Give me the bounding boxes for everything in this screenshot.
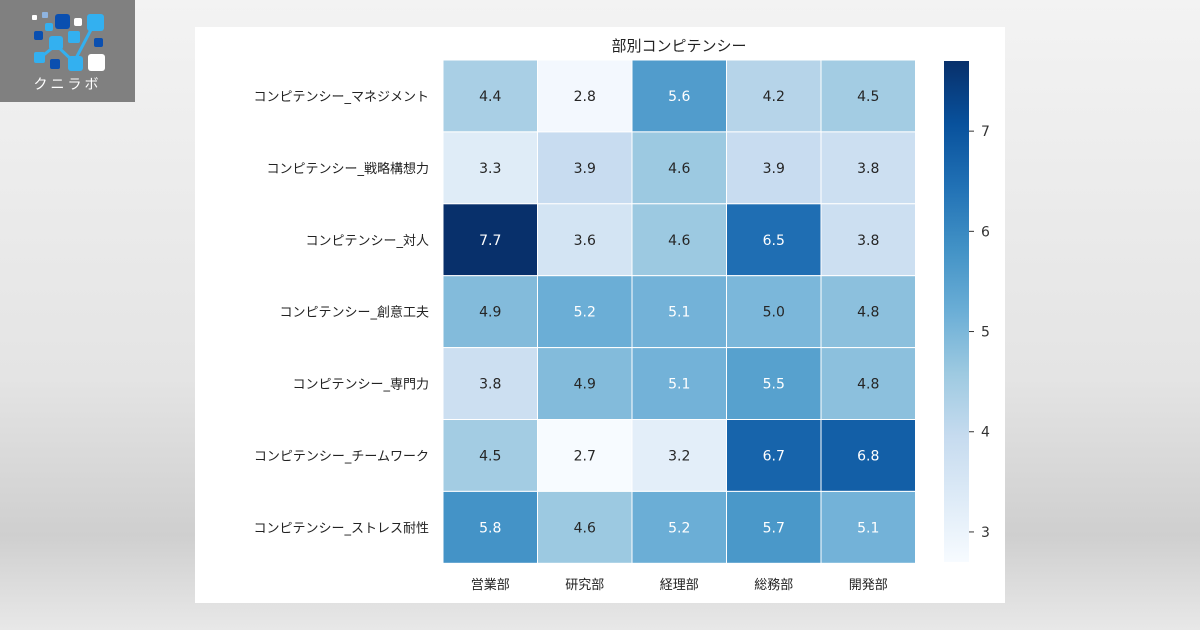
cell-value-label: 4.5 [479, 448, 501, 464]
cell-value-label: 3.3 [479, 161, 501, 177]
cell-value-label: 4.8 [857, 377, 879, 393]
heatmap-cell [820, 59, 916, 133]
colorbar-tick-label: 5 [981, 325, 990, 341]
cell-value-label: 3.6 [574, 233, 596, 249]
cell-value-label: 4.8 [857, 305, 879, 321]
cell-value-label: 5.1 [857, 520, 879, 536]
heatmap-cell [726, 419, 822, 492]
x-tick-label: 研究部 [565, 578, 604, 593]
cell-value-label: 5.8 [479, 520, 501, 536]
cell-value-label: 5.1 [668, 377, 690, 393]
heatmap-cell [537, 203, 633, 277]
x-tick-label: 開発部 [849, 578, 888, 593]
kunilabo-logo: クニラボ [0, 0, 135, 102]
x-tick-label: 営業部 [471, 577, 510, 593]
cell-value-label: 3.9 [574, 161, 596, 177]
cell-value-label: 6.5 [763, 233, 785, 249]
cell-value-label: 6.8 [857, 448, 879, 464]
cell-value-label: 5.2 [574, 305, 596, 321]
y-tick-label: コンピテンシー_創意工夫 [279, 305, 429, 321]
heatmap-cell [631, 419, 727, 492]
cell-value-label: 3.2 [668, 448, 690, 464]
cell-value-label: 6.7 [763, 448, 785, 464]
heatmap-cell [442, 131, 538, 205]
cell-value-label: 4.9 [574, 377, 596, 393]
heatmap-cell [442, 59, 538, 133]
cell-value-label: 3.9 [763, 161, 785, 177]
heatmap-cell [820, 275, 916, 349]
cell-value-label: 4.9 [479, 305, 501, 321]
x-tick-label: 経理部 [660, 578, 699, 593]
heatmap-cell [820, 203, 916, 277]
chart-title: 部別コンピテンシー [611, 37, 746, 55]
colorbar-tick-label: 4 [981, 425, 990, 441]
logo-text: クニラボ [33, 77, 102, 93]
heatmap-cell [442, 347, 538, 421]
heatmap-cell [726, 59, 822, 133]
heatmap-cell [820, 419, 916, 492]
colorbar-tick-label: 6 [981, 224, 990, 240]
cell-value-label: 2.7 [574, 448, 596, 464]
y-tick-label: コンピテンシー_チームワーク [254, 449, 429, 464]
cell-value-label: 3.8 [857, 233, 879, 249]
cell-value-label: 2.8 [574, 89, 596, 105]
y-tick-label: コンピテンシー_対人 [305, 234, 429, 249]
cell-value-label: 5.2 [668, 520, 690, 536]
cell-value-label: 4.6 [668, 161, 690, 177]
cell-value-label: 4.6 [574, 520, 596, 536]
cell-value-label: 4.2 [763, 89, 785, 105]
heatmap-cell [631, 131, 727, 205]
cell-value-label: 5.6 [668, 89, 690, 105]
heatmap-cell [537, 347, 633, 421]
colorbar-tick-label: 3 [981, 525, 990, 541]
heatmap-cell [442, 203, 538, 277]
cell-value-label: 3.8 [857, 161, 879, 177]
heatmap-cell [537, 490, 633, 564]
colorbar-tick-label: 7 [981, 124, 990, 140]
cell-value-label: 7.7 [479, 233, 501, 249]
heatmap-cell [726, 490, 822, 564]
heatmap-cell [820, 131, 916, 205]
heatmap-cell [442, 490, 538, 564]
cell-value-label: 5.7 [763, 520, 785, 536]
heatmap-cell [726, 347, 822, 421]
heatmap-cell [631, 275, 727, 349]
y-tick-label: コンピテンシー_ストレス耐性 [253, 521, 429, 536]
heatmap-cell [820, 347, 916, 421]
cell-value-label: 5.5 [763, 377, 785, 393]
x-tick-label: 総務部 [754, 578, 793, 593]
logo-mark-icon [32, 12, 105, 71]
cell-value-label: 3.8 [479, 377, 501, 393]
heatmap-cell [442, 419, 538, 492]
colorbar [944, 61, 969, 562]
y-tick-label: コンピテンシー_マネジメント [253, 90, 429, 105]
heatmap-cell [537, 419, 633, 492]
heatmap-cell [537, 275, 633, 349]
heatmap-cell [537, 131, 633, 205]
heatmap-cell [537, 59, 633, 133]
cell-value-label: 4.4 [479, 89, 501, 105]
cell-value-label: 4.5 [857, 89, 879, 105]
cell-value-label: 4.6 [668, 233, 690, 249]
y-tick-label: コンピテンシー_戦略構想力 [266, 161, 429, 177]
cell-value-label: 5.0 [763, 305, 785, 321]
y-tick-label: コンピテンシー_専門力 [292, 378, 429, 393]
cell-value-label: 5.1 [668, 305, 690, 321]
heatmap-cell [820, 490, 916, 564]
